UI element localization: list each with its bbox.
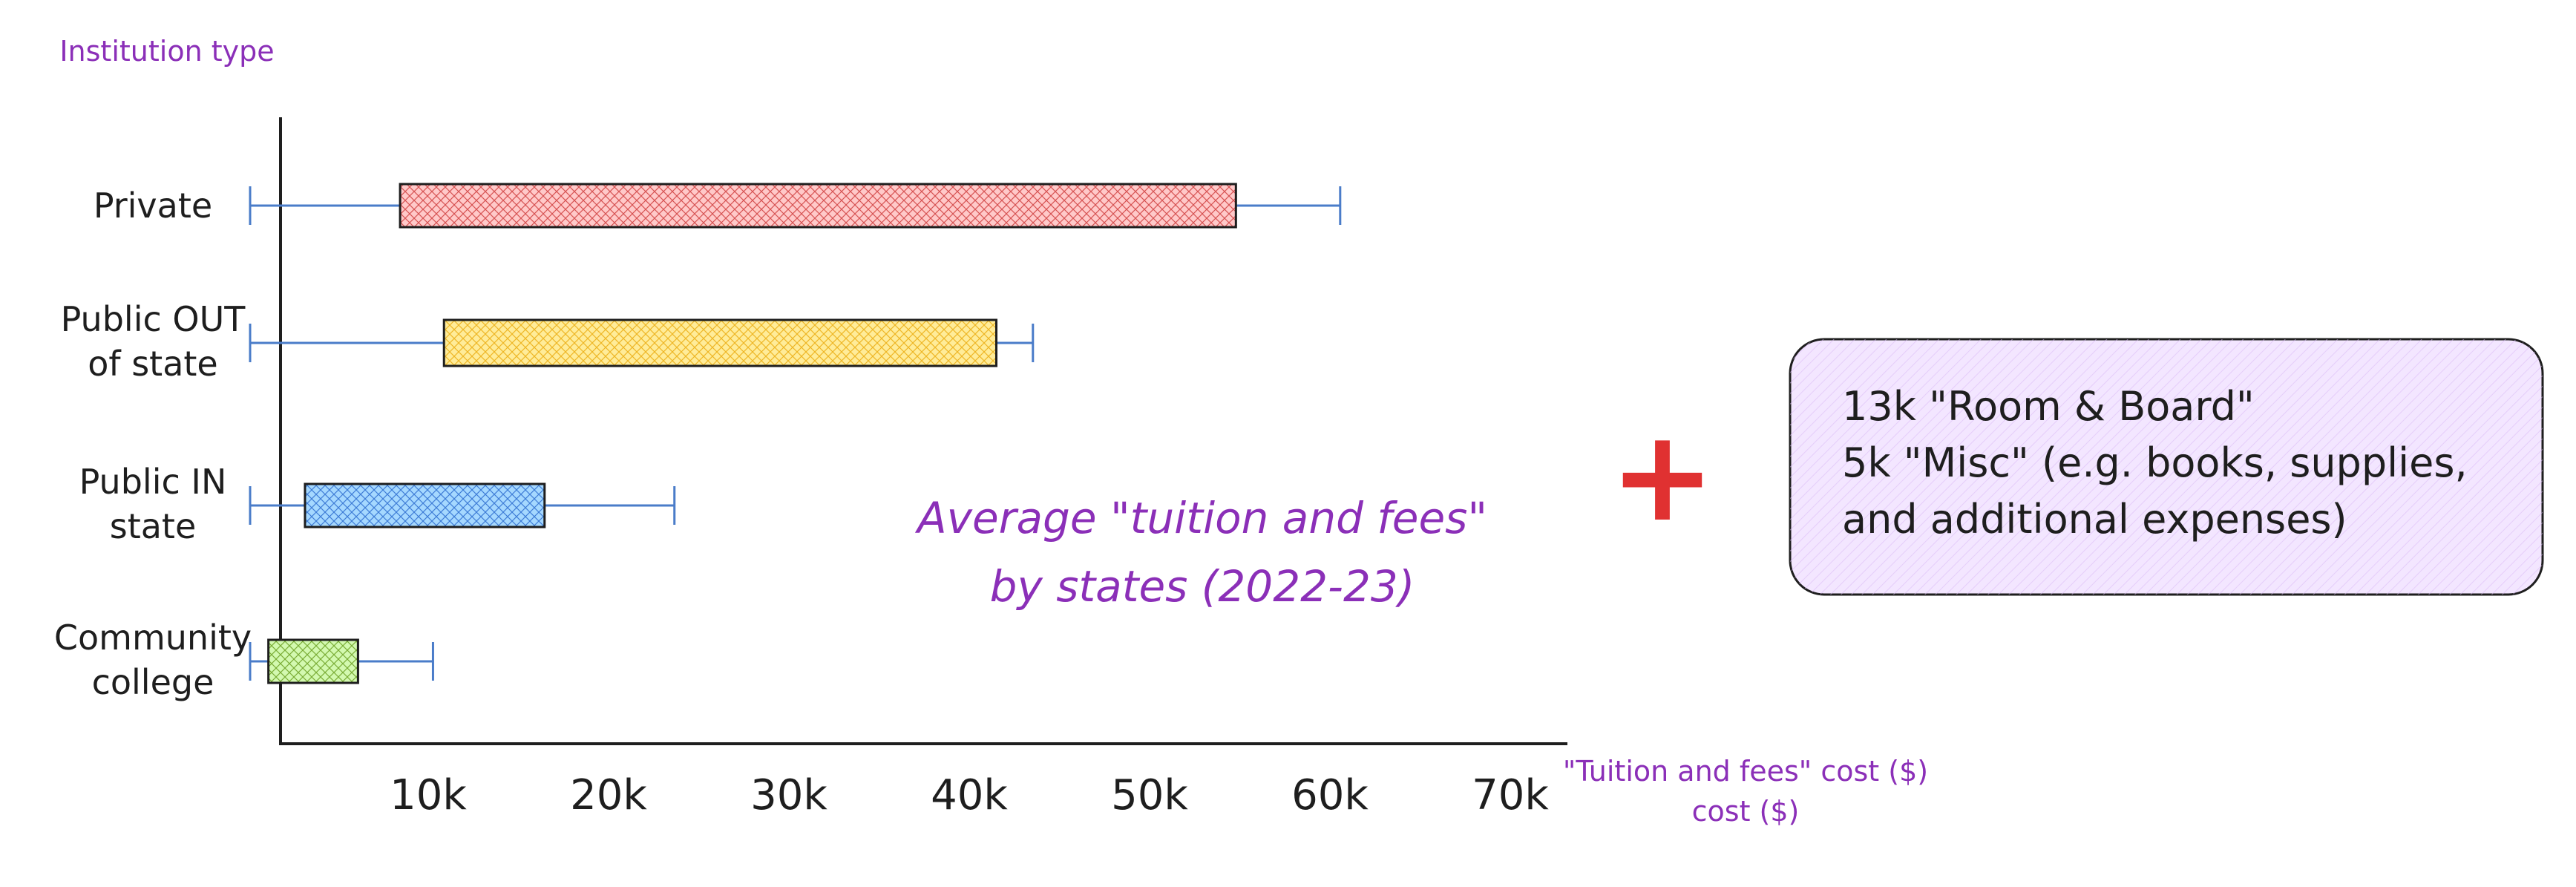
box-private (399, 183, 1237, 229)
note-line-additional: and additional expenses) (1842, 496, 2347, 543)
category-label-line-2: college (92, 662, 214, 702)
note-line-room-board: 13k "Room & Board" (1842, 383, 2255, 430)
x-tick-label: 30k (750, 771, 827, 819)
category-label-line-2: of state (88, 344, 218, 384)
x-tick-labels: 10k 20k 30k 40k 50k 60k 70k (390, 771, 1549, 819)
x-tick-label: 10k (390, 771, 467, 819)
x-tick-label: 60k (1291, 771, 1369, 819)
x-tick-label: 40k (931, 771, 1008, 819)
category-label: Public IN (79, 462, 227, 502)
x-tick-label: 70k (1472, 771, 1549, 819)
y-axis-title: Institution type (59, 35, 274, 68)
x-axis-title-unit: cost ($) (1692, 795, 1800, 828)
x-axis-title: "Tuition and fees" cost ($) (1563, 755, 1928, 788)
note-line-misc: 5k "Misc" (e.g. books, supplies, (1842, 439, 2468, 486)
box-public-in (304, 482, 546, 528)
category-label: Public OUT (61, 299, 246, 339)
category-label-line-2: state (110, 506, 197, 546)
chart-subtitle-line-1: Average "tuition and fees" (914, 493, 1487, 543)
plus-symbol: + (1610, 403, 1715, 550)
box-plot-group (249, 183, 1342, 684)
x-tick-label: 20k (570, 771, 647, 819)
box-public-out (442, 318, 997, 367)
category-label: Private (94, 186, 212, 226)
note-box-hatch (1790, 339, 2543, 595)
x-tick-label: 50k (1111, 771, 1188, 819)
category-label: Community (54, 618, 252, 658)
box-community (267, 638, 359, 684)
chart-subtitle-line-2: by states (2022-23) (990, 561, 1415, 612)
